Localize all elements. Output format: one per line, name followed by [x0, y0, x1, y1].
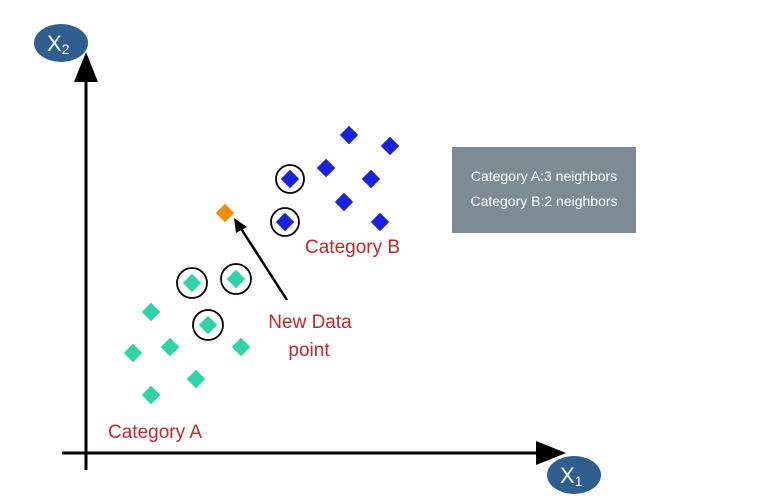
y-axis-subscript: 2 [62, 41, 70, 57]
neighbor-count-box: Category A:3 neighbors Category B:2 neig… [452, 147, 636, 233]
category-b-point [380, 136, 400, 156]
category-b-point [361, 169, 381, 189]
category-b-points [270, 125, 400, 237]
category-b-point [339, 125, 359, 145]
category-a-point [231, 337, 251, 357]
category-a-point [141, 302, 161, 322]
category-b-point [334, 192, 354, 212]
y-axis-badge: X2 [34, 24, 88, 62]
y-axis-label: X [47, 31, 62, 56]
new-point-arrow [238, 226, 289, 301]
category-b-label: Category B [305, 237, 400, 258]
new-point-label-line1: New Data [268, 312, 352, 333]
x-axis-subscript: 1 [575, 473, 583, 489]
category-a-points [123, 263, 252, 405]
category-b-point [370, 212, 390, 232]
new-data-point [215, 203, 235, 223]
category-a-neighbor [220, 263, 252, 295]
neighbor-count-a: Category A:3 neighbors [470, 168, 618, 184]
x-axis-arrowhead [536, 441, 566, 465]
category-a-neighbor [176, 267, 208, 299]
new-point-arrowhead [234, 218, 247, 233]
category-a-neighbor [192, 309, 224, 341]
category-a-point [160, 337, 180, 357]
x-axis-badge: X1 [547, 456, 601, 494]
svg-text:X2: X2 [47, 31, 70, 57]
category-b-neighbor [275, 164, 305, 194]
category-b-neighbor [270, 207, 300, 237]
y-axis-arrowhead [74, 52, 98, 82]
category-b-point [316, 158, 336, 178]
new-point-label-line2: point [288, 340, 330, 361]
neighbor-count-b: Category B:2 neighbors [470, 193, 618, 209]
svg-text:X1: X1 [560, 463, 583, 489]
category-a-point [123, 343, 143, 363]
x-axis-label: X [560, 463, 575, 488]
category-a-label: Category A [108, 422, 202, 443]
category-a-point [186, 369, 206, 389]
category-a-point [141, 385, 161, 405]
